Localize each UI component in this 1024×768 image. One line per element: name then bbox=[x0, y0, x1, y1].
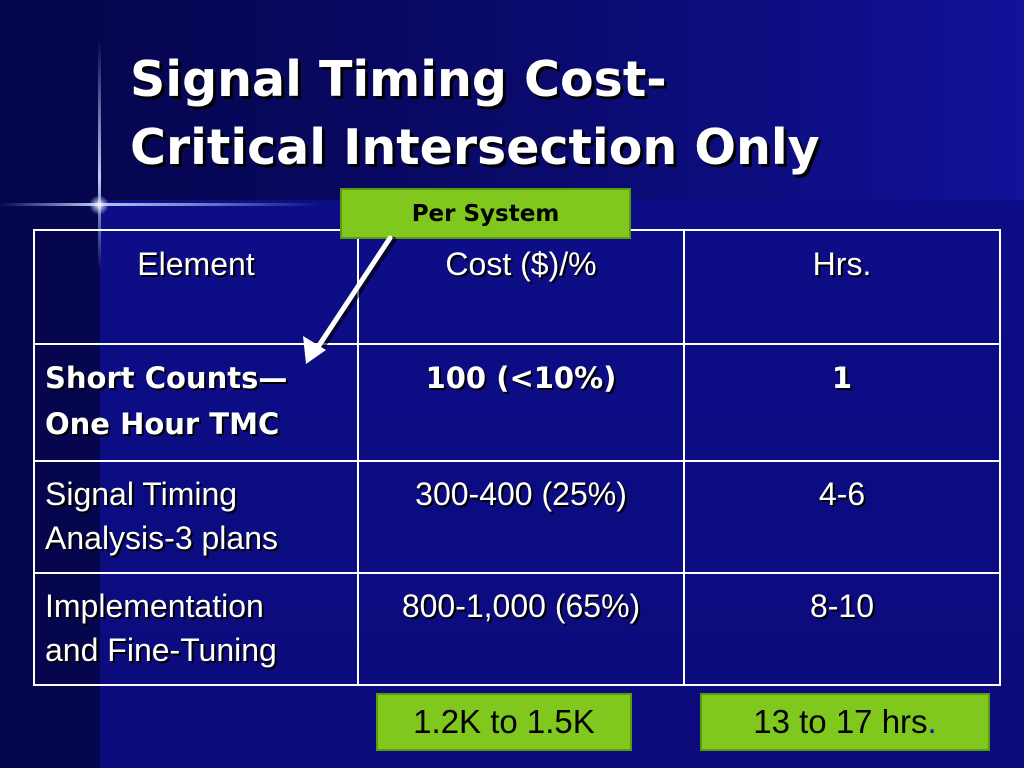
table-header-row: Element Cost ($)/% Hrs. bbox=[33, 229, 1001, 345]
header-element: Element bbox=[33, 229, 359, 345]
row-element: Implementation and Fine-Tuning bbox=[33, 571, 359, 687]
table-row: Short Counts— One Hour TMC 100 (<10%) 1 bbox=[33, 343, 1001, 462]
row-element-line-2: Analysis-3 plans bbox=[45, 519, 278, 556]
row-hours: 8-10 bbox=[683, 571, 1001, 687]
hours-total-box: 13 to 17 hrs. bbox=[700, 693, 990, 751]
row-cost: 800-1,000 (65%) bbox=[357, 571, 685, 687]
header-cost: Cost ($)/% bbox=[357, 229, 685, 345]
per-system-callout: Per System bbox=[340, 188, 631, 239]
row-cost: 300-400 (25%) bbox=[357, 459, 685, 574]
row-hours: 1 bbox=[683, 343, 1001, 462]
background-title-band bbox=[0, 0, 1024, 200]
slide-title-line-2: Critical Intersection Only bbox=[130, 119, 820, 176]
row-element: Short Counts— One Hour TMC bbox=[33, 343, 359, 462]
row-element-line-2: and Fine-Tuning bbox=[45, 631, 277, 668]
cost-total-box: 1.2K to 1.5K bbox=[376, 693, 632, 751]
row-cost: 100 (<10%) bbox=[357, 343, 685, 462]
slide-title: Signal Timing Cost- Critical Intersectio… bbox=[130, 46, 820, 182]
row-element-line-1: Signal Timing bbox=[45, 475, 238, 512]
sparkle-icon bbox=[89, 195, 109, 215]
table-row: Signal Timing Analysis-3 plans 300-400 (… bbox=[33, 459, 1001, 574]
row-element-line-1: Implementation bbox=[45, 587, 264, 624]
sparkle-vertical-ray bbox=[98, 40, 101, 270]
row-element: Signal Timing Analysis-3 plans bbox=[33, 459, 359, 574]
table-row: Implementation and Fine-Tuning 800-1,000… bbox=[33, 571, 1001, 687]
cost-table: Element Cost ($)/% Hrs. Short Counts— On… bbox=[33, 229, 1001, 687]
slide-title-line-1: Signal Timing Cost- bbox=[130, 51, 667, 108]
row-element-line-1: Short Counts— bbox=[45, 361, 288, 395]
header-hours: Hrs. bbox=[683, 229, 1001, 345]
hours-total-text: 13 to 17 hrs bbox=[753, 703, 928, 740]
hours-total-period: . bbox=[927, 703, 937, 740]
row-element-line-2: One Hour TMC bbox=[45, 407, 280, 441]
row-hours: 4-6 bbox=[683, 459, 1001, 574]
sparkle-horizontal-ray bbox=[0, 203, 320, 206]
